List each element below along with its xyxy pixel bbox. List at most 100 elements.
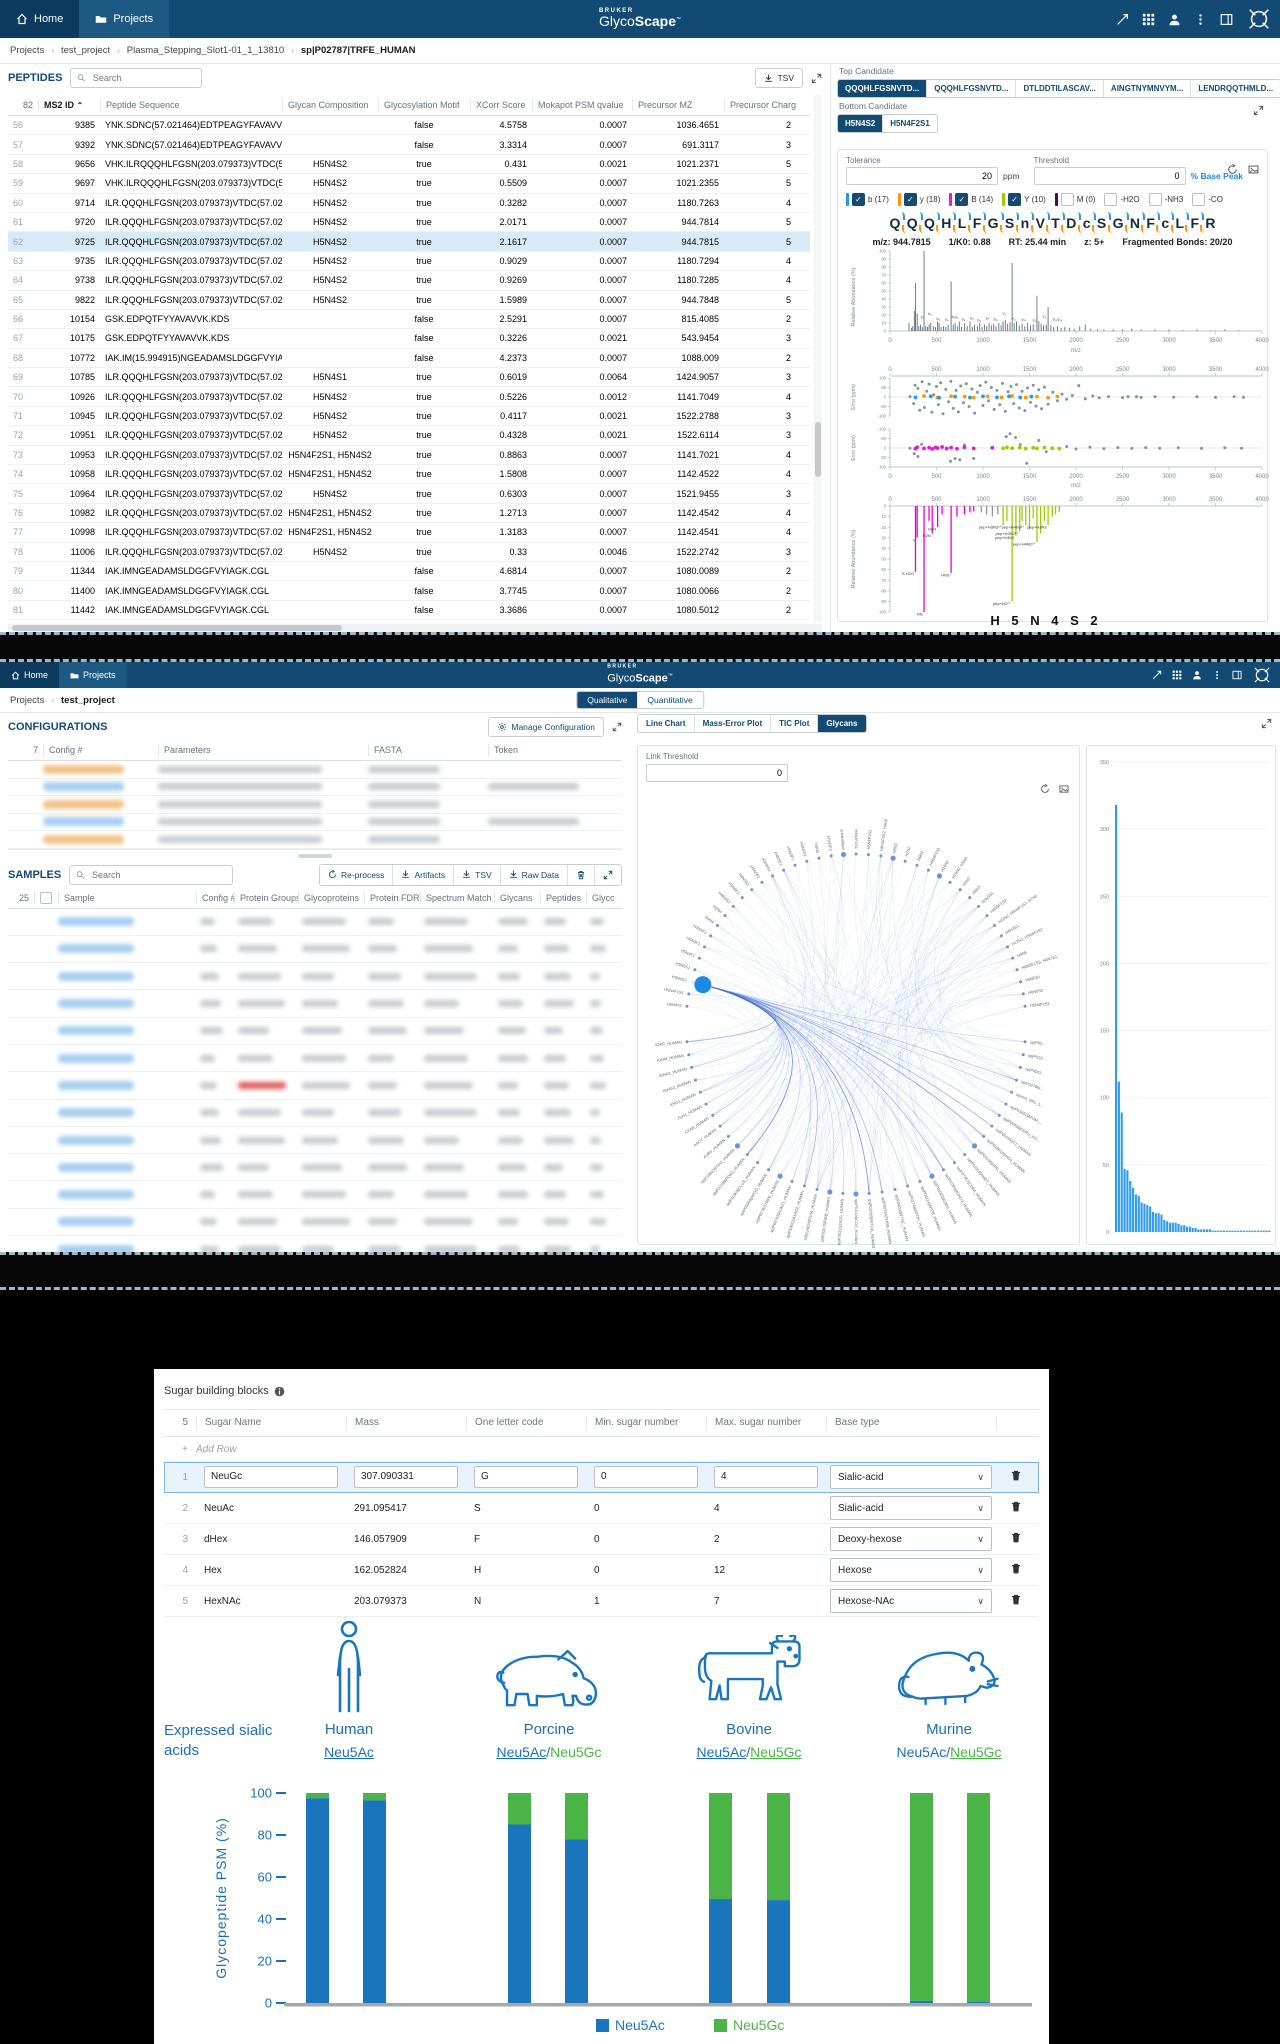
trash-icon[interactable] xyxy=(1010,1562,1022,1575)
network-node[interactable] xyxy=(703,945,707,949)
checkbox[interactable]: ✓ xyxy=(852,193,865,206)
base-type-dropdown[interactable]: Hexose ∨ xyxy=(830,1558,992,1582)
table-row-blurred[interactable] xyxy=(8,963,622,991)
tab-qualitative[interactable]: Qualitative xyxy=(577,692,638,708)
network-node[interactable] xyxy=(782,868,786,872)
kebab-menu-icon[interactable] xyxy=(1194,13,1207,26)
base-type-dropdown[interactable]: Hexose-NAc ∨ xyxy=(830,1589,992,1613)
table-row-blurred[interactable] xyxy=(8,796,622,814)
network-node[interactable] xyxy=(867,1191,871,1195)
network-node[interactable] xyxy=(709,934,713,938)
table-row[interactable]: 66 10154 GSK.EDPQTFYYAVAVVK.KDS false 2.5291… xyxy=(8,310,810,330)
cell-input[interactable]: 307.090331 xyxy=(354,1466,458,1488)
tolerance-input[interactable] xyxy=(846,167,998,185)
table-row[interactable]: 4 Hex 162.052824 H 0 12 Hexose ∨ xyxy=(164,1555,1039,1586)
network-node[interactable] xyxy=(906,1184,910,1188)
network-node[interactable] xyxy=(997,1113,1001,1117)
info-icon[interactable] xyxy=(274,1386,285,1397)
table-row-blurred[interactable] xyxy=(8,1018,622,1045)
network-node[interactable] xyxy=(1021,992,1025,996)
column-header[interactable]: Config # xyxy=(196,891,234,904)
refresh-icon[interactable] xyxy=(1040,784,1050,794)
table-row[interactable]: 78 11006 ILR.QQQHLFGSN(203.079373)VTDC(57.… xyxy=(8,543,810,562)
breadcrumb-item[interactable]: Projects xyxy=(10,45,45,56)
top-candidate-tab[interactable]: AINGTNYMNVYM... xyxy=(1102,80,1191,97)
kebab-menu-icon[interactable] xyxy=(1212,670,1222,680)
column-header[interactable]: Glycop xyxy=(586,891,614,904)
network-node[interactable] xyxy=(918,1180,922,1184)
column-header[interactable]: Precursor MZ xyxy=(632,99,724,111)
panel-icon[interactable] xyxy=(1232,670,1242,680)
table-row[interactable]: 64 9738 ILR.QQQHLFGSN(203.079373)VTDC(57.0… xyxy=(8,271,810,291)
samples-action-artifacts[interactable]: Artifacts xyxy=(392,864,454,885)
network-node[interactable] xyxy=(829,854,833,858)
sialic-acid-link[interactable]: Neu5Ac xyxy=(896,1744,947,1760)
network-node[interactable] xyxy=(685,1004,689,1008)
table-row[interactable]: 75 10964 ILR.QQQHLFGSN(203.079373)VTDC(57.… xyxy=(8,484,810,504)
network-node[interactable] xyxy=(827,1189,833,1195)
user-icon[interactable] xyxy=(1168,13,1181,26)
table-row-blurred[interactable] xyxy=(8,1045,622,1073)
sialic-acid-link[interactable]: Neu5Ac xyxy=(324,1744,374,1760)
table-row-blurred[interactable] xyxy=(8,936,622,964)
network-node[interactable] xyxy=(1010,1090,1014,1094)
ion-toggle[interactable]: -H2O xyxy=(1104,193,1140,206)
table-row[interactable]: 59 9697 VHK.ILRQQQHLFGSN(203.079373)VTDC(5… xyxy=(8,174,810,194)
refresh-icon[interactable] xyxy=(1227,164,1238,175)
network-node[interactable] xyxy=(936,873,943,879)
peptides-search[interactable] xyxy=(70,68,203,88)
expand-icon[interactable] xyxy=(612,722,622,732)
resize-handle[interactable] xyxy=(298,853,332,858)
network-node[interactable] xyxy=(790,1180,794,1184)
table-row-blurred[interactable] xyxy=(8,1072,622,1100)
checkbox[interactable] xyxy=(1148,193,1162,206)
table-row-blurred[interactable] xyxy=(8,1181,622,1209)
network-node[interactable] xyxy=(853,1191,859,1197)
network-node[interactable] xyxy=(1005,945,1009,949)
breadcrumb-item[interactable]: Projects xyxy=(10,694,45,706)
expand-icon[interactable] xyxy=(1261,718,1272,729)
column-header[interactable]: One letter code xyxy=(466,1416,586,1430)
network-node[interactable] xyxy=(694,1078,698,1082)
tsv-download-button[interactable]: TSV xyxy=(755,68,803,88)
network-node[interactable] xyxy=(694,976,712,994)
trash-icon[interactable] xyxy=(1010,1469,1022,1482)
table-row[interactable]: 68 10772 IAK.IM(15.994915)NGEADAMSLDGGFVYI… xyxy=(8,349,810,369)
table-row[interactable]: 56 9385 YNK.SDNC(57.021464)EDTPEAGYFAVAVVK… xyxy=(8,116,810,136)
table-row-blurred[interactable] xyxy=(8,909,622,936)
tab-mass-error-plot[interactable]: Mass-Error Plot xyxy=(693,715,771,732)
column-header[interactable]: Peptide Sequence xyxy=(100,99,282,111)
column-header[interactable]: Glycan Composition xyxy=(282,99,378,111)
tab-quantitative[interactable]: Quantitative xyxy=(637,692,703,708)
ion-toggle[interactable]: ✓ y (18) xyxy=(897,193,940,206)
shortcuts-icon[interactable] xyxy=(1152,670,1162,680)
table-row-blurred[interactable] xyxy=(8,990,622,1018)
vertical-scrollbar[interactable] xyxy=(814,95,822,622)
checkbox[interactable] xyxy=(1104,193,1118,206)
network-node[interactable] xyxy=(1014,1078,1018,1082)
table-row[interactable]: 1 NeuGc 307.090331 G 0 4 Sialic-acid ∨ xyxy=(164,1462,1039,1493)
table-row[interactable]: 79 11344 IAK.IMNGEADAMSLDGGFVYIAGK.CGL fals… xyxy=(8,562,810,582)
network-node[interactable] xyxy=(718,1124,722,1128)
trash-icon[interactable] xyxy=(1010,1593,1022,1606)
column-header[interactable]: Precursor Charge xyxy=(724,99,796,111)
panel-icon[interactable] xyxy=(1220,13,1233,26)
table-row-blurred[interactable] xyxy=(8,1100,622,1127)
breadcrumb-item[interactable]: sp|P02787|TRFE_HUMAN xyxy=(300,45,416,56)
network-node[interactable] xyxy=(990,1124,994,1128)
network-node[interactable] xyxy=(745,1153,749,1157)
network-node[interactable] xyxy=(854,852,858,856)
cell-input[interactable]: G xyxy=(474,1466,578,1488)
network-node[interactable] xyxy=(1004,1102,1008,1106)
sialic-acid-link[interactable]: Neu5Gc xyxy=(550,1744,602,1760)
column-header[interactable]: Sample xyxy=(58,891,196,904)
network-node[interactable] xyxy=(1019,980,1023,984)
table-row[interactable]: 71 10945 ILR.QQQHLFGSN(203.079373)VTDC(57.… xyxy=(8,407,810,427)
base-type-dropdown[interactable]: Sialic-acid ∨ xyxy=(830,1465,992,1489)
column-header[interactable]: MS2 ID ⌃ xyxy=(38,99,100,111)
column-header[interactable]: Config # xyxy=(43,744,158,756)
network-node[interactable] xyxy=(880,1190,884,1194)
table-row[interactable]: 74 10958 ILR.QQQHLFGSN(203.079373)VTDC(57.… xyxy=(8,465,810,485)
network-node[interactable] xyxy=(963,1153,967,1157)
tab-line-chart[interactable]: Line Chart xyxy=(638,715,694,732)
